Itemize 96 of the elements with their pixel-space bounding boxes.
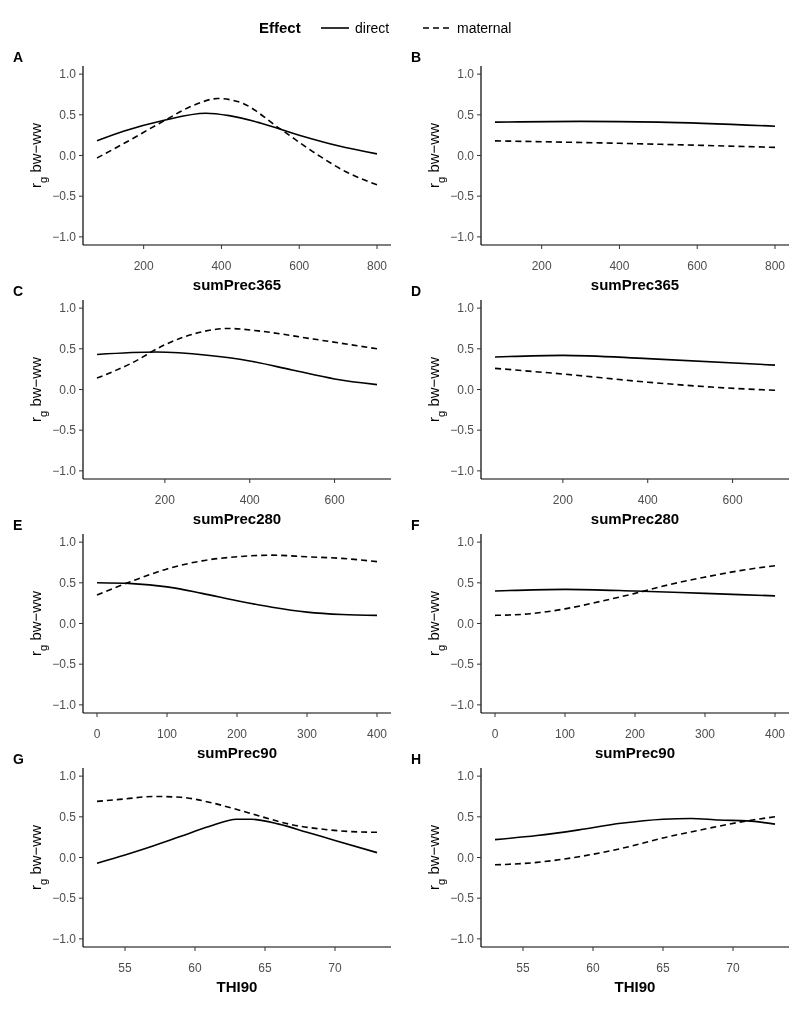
y-tick-label: −0.5: [450, 423, 475, 438]
x-tick-label: 200: [133, 259, 154, 273]
x-axis-title: sumPrec365: [590, 276, 680, 293]
x-axis-title: THI90: [614, 978, 656, 995]
line-series: [494, 816, 776, 866]
legend-title: Effect: [259, 19, 301, 36]
x-tick-label: 55: [118, 961, 132, 975]
chart-title: D: [411, 283, 422, 299]
x-tick-label: 200: [226, 727, 248, 741]
y-tick-label: −1.0: [52, 463, 77, 478]
y-tick-label: 0.5: [457, 809, 475, 824]
line-series: [494, 354, 776, 366]
x-tick-label: 60: [188, 961, 202, 975]
x-axis-title: sumPrec90: [196, 744, 278, 761]
x-tick-label: 100: [156, 727, 178, 741]
line-series: [96, 97, 378, 186]
x-tick-label: 200: [154, 493, 176, 507]
x-axis-title: sumPrec280: [192, 510, 282, 527]
y-tick-label: 0.0: [59, 382, 77, 397]
x-axis-title: sumPrec365: [192, 276, 282, 293]
chart-title: F: [411, 517, 420, 533]
y-tick-label: 0.5: [59, 107, 77, 122]
x-tick-label: 70: [328, 961, 342, 975]
y-tick-label: −1.0: [52, 229, 77, 244]
y-tick-label: 0.0: [457, 616, 475, 631]
y-tick-label: 1.0: [457, 301, 475, 316]
chart-title: G: [13, 751, 24, 767]
y-tick-label: 1.0: [457, 769, 475, 784]
y-tick-label: −0.5: [450, 189, 475, 204]
x-tick-label: 100: [554, 727, 576, 741]
y-tick-label: 0.0: [59, 148, 77, 163]
y-tick-label: 0.0: [59, 850, 77, 865]
x-tick-label: 55: [516, 961, 530, 975]
x-axis-title: sumPrec280: [590, 510, 680, 527]
y-tick-label: −0.5: [450, 891, 475, 906]
y-tick-label: 1.0: [59, 535, 77, 550]
y-tick-label: 1.0: [59, 769, 77, 784]
y-tick-label: 0.5: [457, 107, 475, 122]
line-series: [494, 367, 776, 392]
y-tick-label: 0.0: [59, 616, 77, 631]
x-tick-label: 800: [366, 259, 388, 273]
x-tick-label: 800: [764, 259, 786, 273]
y-tick-label: 0.5: [457, 341, 475, 356]
y-tick-label: 0.5: [59, 341, 77, 356]
y-tick-label: −0.5: [52, 423, 77, 438]
legend-label: direct: [355, 20, 390, 36]
y-tick-label: −1.0: [52, 697, 77, 712]
x-tick-label: 65: [656, 961, 670, 975]
x-tick-label: 200: [552, 493, 574, 507]
y-tick-label: −0.5: [450, 657, 475, 672]
x-tick-label: 400: [239, 493, 261, 507]
x-tick-label: 65: [258, 961, 272, 975]
x-axis-title: THI90: [216, 978, 258, 995]
chart-title: E: [13, 517, 23, 533]
y-tick-label: −0.5: [52, 657, 77, 672]
y-tick-label: −0.5: [52, 189, 77, 204]
x-tick-label: 200: [531, 259, 552, 273]
y-tick-label: −1.0: [450, 229, 475, 244]
x-tick-label: 600: [722, 493, 743, 507]
line-series: [494, 564, 776, 617]
x-axis-title: sumPrec90: [594, 744, 676, 761]
y-tick-label: −1.0: [52, 931, 77, 946]
x-tick-label: 0: [491, 727, 499, 741]
y-tick-label: 1.0: [457, 67, 475, 82]
chart-title: C: [13, 283, 24, 299]
y-tick-label: 0.0: [457, 148, 475, 163]
x-tick-label: 600: [289, 259, 310, 273]
legend-label: maternal: [457, 20, 512, 36]
y-tick-label: 0.0: [457, 382, 475, 397]
x-tick-label: 400: [637, 493, 659, 507]
y-tick-label: 0.5: [59, 809, 77, 824]
y-tick-label: 0.0: [457, 850, 475, 865]
chart-title: B: [411, 49, 422, 65]
x-tick-label: 600: [324, 493, 345, 507]
x-tick-label: 400: [764, 727, 786, 741]
x-tick-label: 200: [624, 727, 646, 741]
y-tick-label: −1.0: [450, 931, 475, 946]
y-tick-label: 1.0: [457, 535, 475, 550]
y-tick-label: −0.5: [52, 891, 77, 906]
x-tick-label: 70: [726, 961, 740, 975]
x-tick-label: 300: [694, 727, 716, 741]
x-tick-label: 400: [609, 259, 630, 273]
chart-title: A: [13, 49, 24, 65]
x-tick-label: 0: [93, 727, 101, 741]
x-tick-label: 300: [296, 727, 318, 741]
chart-title: H: [411, 751, 422, 767]
x-tick-label: 400: [366, 727, 388, 741]
x-tick-label: 60: [586, 961, 600, 975]
y-tick-label: 0.5: [59, 575, 77, 590]
y-tick-label: −1.0: [450, 463, 475, 478]
y-tick-label: 0.5: [457, 575, 475, 590]
y-tick-label: 1.0: [59, 301, 77, 316]
y-tick-label: −1.0: [450, 697, 475, 712]
x-tick-label: 400: [211, 259, 232, 273]
y-tick-label: 1.0: [59, 67, 77, 82]
x-tick-label: 600: [687, 259, 708, 273]
